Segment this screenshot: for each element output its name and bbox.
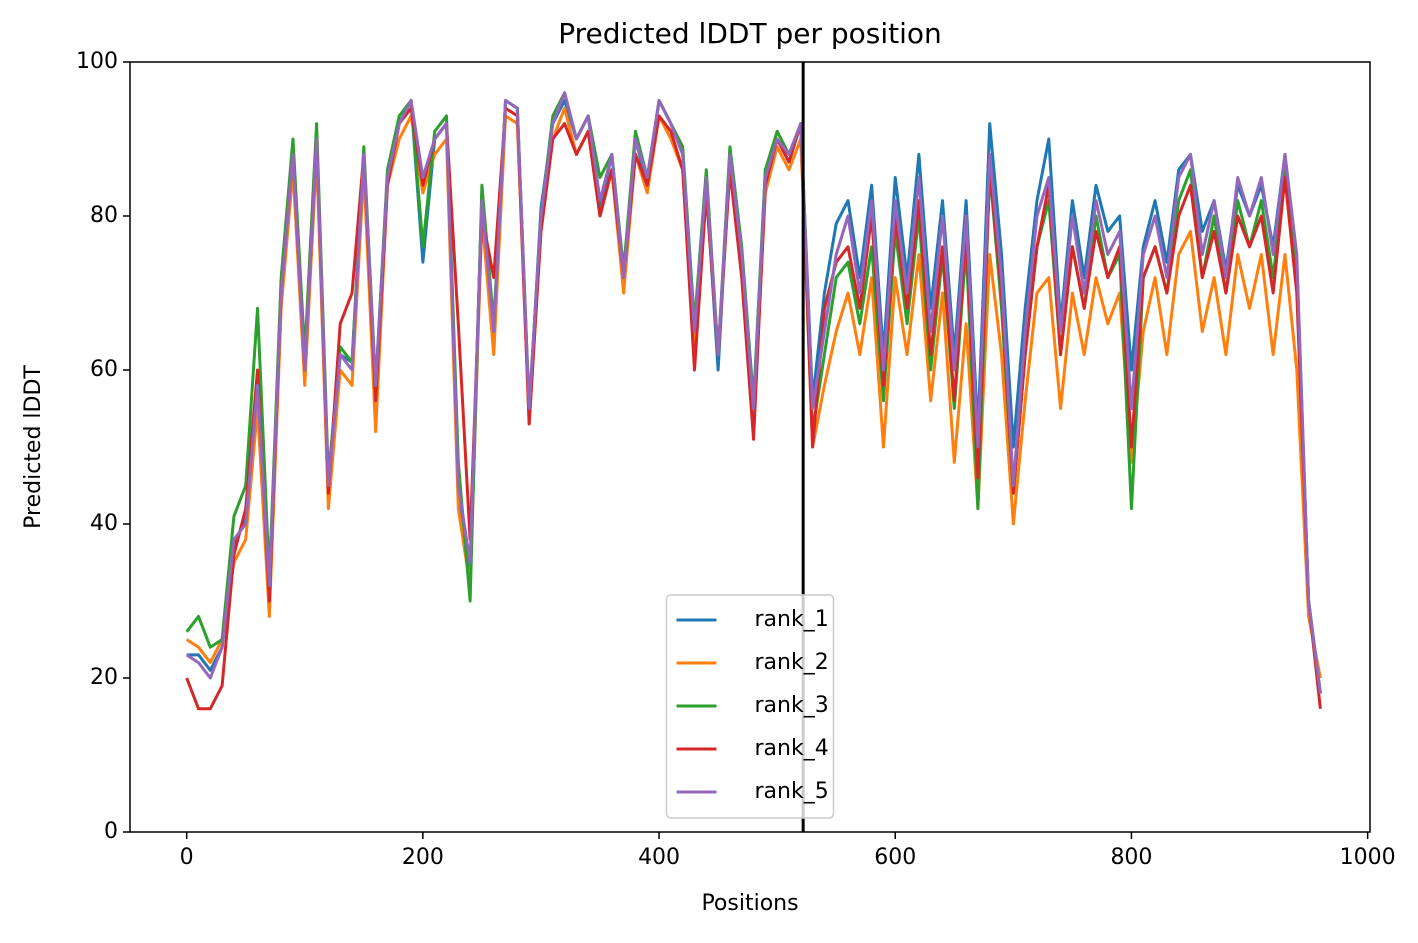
y-axis-label: Predicted lDDT bbox=[21, 365, 46, 529]
legend-label: rank_2 bbox=[755, 650, 829, 675]
legend-label: rank_4 bbox=[755, 736, 829, 761]
legend-box bbox=[665, 594, 835, 819]
y-tick-label: 40 bbox=[90, 511, 118, 536]
y-tick-label: 100 bbox=[76, 49, 118, 74]
x-tick-label: 0 bbox=[180, 845, 194, 870]
x-tick-label: 1000 bbox=[1340, 845, 1396, 870]
legend-label: rank_5 bbox=[755, 779, 829, 804]
y-tick-label: 20 bbox=[90, 665, 118, 690]
series-line bbox=[185, 106, 1322, 711]
x-tick-label: 400 bbox=[638, 845, 680, 870]
plot-frame bbox=[129, 61, 1371, 833]
x-tick-label: 800 bbox=[1110, 845, 1152, 870]
y-tick-label: 80 bbox=[90, 203, 118, 228]
legend-label: rank_3 bbox=[755, 693, 829, 718]
x-tick-label: 200 bbox=[402, 845, 444, 870]
chart-title: Predicted lDDT per position bbox=[558, 17, 942, 50]
legend-label: rank_1 bbox=[755, 607, 829, 632]
x-axis-label: Positions bbox=[701, 891, 798, 916]
series-line bbox=[185, 91, 1322, 694]
y-tick-label: 60 bbox=[90, 357, 118, 382]
y-tick-label: 0 bbox=[104, 819, 118, 844]
x-tick-label: 600 bbox=[874, 845, 916, 870]
